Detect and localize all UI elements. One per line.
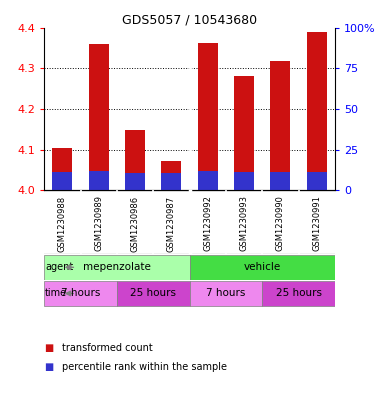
Bar (89, 171, 109, 190)
Bar (307, 31, 327, 190)
Text: ■: ■ (44, 343, 54, 353)
Text: mepenzolate: mepenzolate (83, 262, 151, 272)
Bar (262, 281, 335, 306)
Text: percentile rank within the sample: percentile rank within the sample (62, 362, 227, 373)
Bar (52, 173, 72, 190)
Text: 7 hours: 7 hours (61, 288, 100, 298)
Text: agent: agent (45, 262, 73, 272)
Bar (52, 149, 72, 190)
Text: GSM1230986: GSM1230986 (131, 195, 140, 252)
Bar (161, 161, 181, 190)
Bar (125, 130, 145, 190)
Bar (190, 281, 262, 306)
Bar (190, 255, 335, 280)
Bar (270, 172, 290, 190)
Text: GSM1230989: GSM1230989 (94, 195, 103, 252)
Title: GDS5057 / 10543680: GDS5057 / 10543680 (122, 13, 257, 26)
Text: time: time (45, 288, 67, 298)
Text: transformed count: transformed count (62, 343, 152, 353)
Text: 25 hours: 25 hours (130, 288, 176, 298)
Text: GSM1230991: GSM1230991 (312, 195, 321, 251)
Bar (234, 172, 254, 190)
Text: ■: ■ (44, 362, 54, 373)
Bar (44, 281, 117, 306)
Text: GSM1230987: GSM1230987 (167, 195, 176, 252)
Text: GSM1230993: GSM1230993 (239, 195, 249, 252)
Bar (198, 43, 218, 190)
Bar (44, 255, 190, 280)
Text: GSM1230988: GSM1230988 (58, 195, 67, 252)
Bar (125, 173, 145, 190)
Text: GSM1230990: GSM1230990 (276, 195, 285, 251)
Text: 7 hours: 7 hours (206, 288, 246, 298)
Text: 25 hours: 25 hours (276, 288, 321, 298)
Bar (117, 281, 190, 306)
Bar (198, 171, 218, 190)
Bar (307, 172, 327, 190)
Text: GSM1230992: GSM1230992 (203, 195, 212, 251)
Text: vehicle: vehicle (244, 262, 281, 272)
Bar (89, 44, 109, 190)
Bar (270, 61, 290, 190)
Bar (161, 173, 181, 190)
Bar (234, 76, 254, 190)
